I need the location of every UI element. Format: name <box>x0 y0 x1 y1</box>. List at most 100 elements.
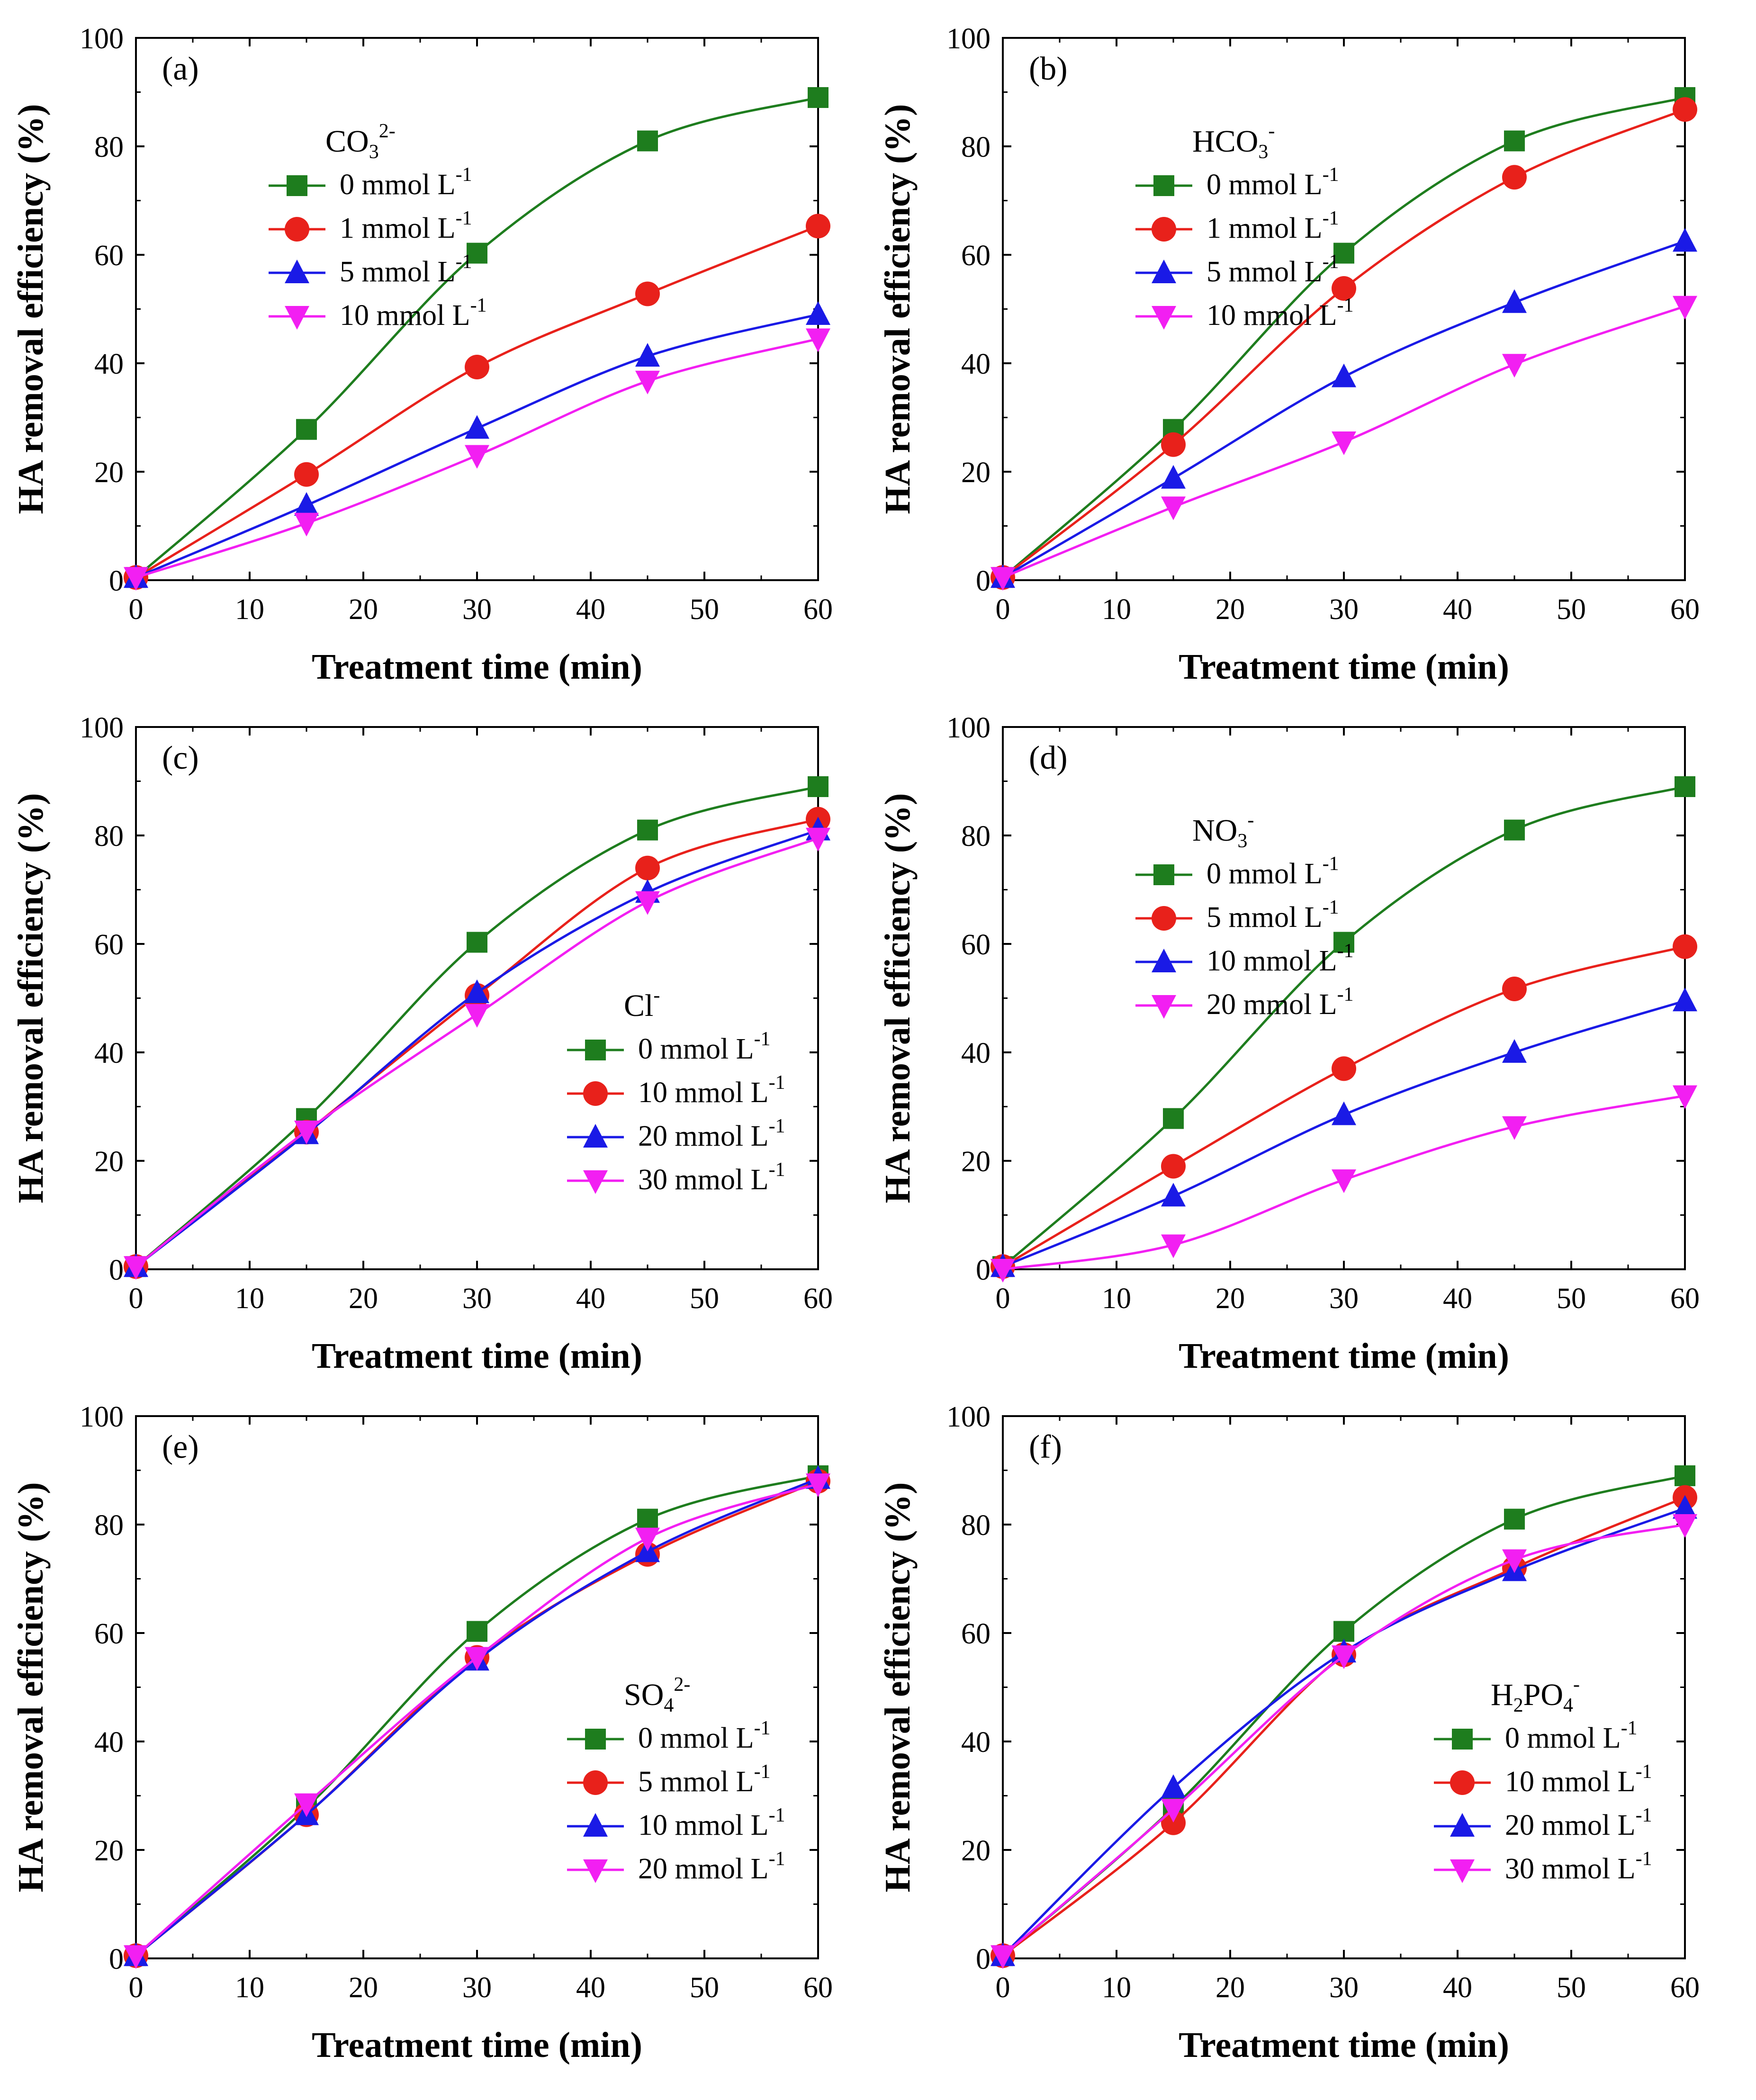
data-point-30 <box>124 1256 148 1280</box>
legend-swatch-marker <box>583 1859 608 1883</box>
panel-label: (f) <box>1029 1429 1062 1465</box>
y-tick-label: 60 <box>961 929 991 961</box>
data-point-1 <box>465 355 489 380</box>
y-tick-value: 40 <box>94 1037 124 1069</box>
legend-unit: mmol L <box>1221 858 1323 890</box>
x-tick-label: 10 <box>235 593 264 626</box>
legend-concentration: 0 <box>1207 858 1221 890</box>
legend-swatch-marker <box>285 260 309 283</box>
legend-swatch-marker <box>583 1770 608 1795</box>
legend-unit-superscript: -1 <box>754 1717 771 1739</box>
y-tick-label: 100 <box>946 1401 991 1433</box>
y-tick-label: 100 <box>80 712 124 744</box>
y-tick-value: 60 <box>961 1618 991 1650</box>
legend-unit-superscript: -1 <box>456 207 472 229</box>
y-tick-label: 0 <box>976 565 991 597</box>
legend-concentration: 10 <box>340 299 369 332</box>
x-axis-title-text: Treatment time (min) <box>312 2025 642 2065</box>
legend-swatch-marker <box>583 1813 608 1837</box>
legend-unit-superscript: -1 <box>1323 207 1339 229</box>
x-tick-label: 20 <box>349 1972 378 2004</box>
legend-concentration: 1 <box>340 212 354 244</box>
panel-label: (b) <box>1029 51 1068 87</box>
x-tick-value: 30 <box>1329 1972 1359 2004</box>
y-tick-label: 20 <box>961 1835 991 1867</box>
x-tick-value: 40 <box>1443 1283 1472 1315</box>
data-point-5 <box>1673 228 1697 252</box>
y-tick-label: 40 <box>94 1037 124 1069</box>
legend-entry: 20 mmol L-1 <box>638 1848 785 1885</box>
y-tick-value: 0 <box>109 565 124 597</box>
legend-unit-superscript: -1 <box>1636 1804 1652 1826</box>
y-tick-label: 0 <box>976 1943 991 1975</box>
series-line-10 <box>1002 999 1685 1268</box>
data-point-10 <box>806 328 830 352</box>
y-tick-value: 60 <box>961 929 991 961</box>
x-tick-label: 60 <box>1670 593 1700 626</box>
legend-entry: 0 mmol L-1 <box>340 164 472 201</box>
legend-unit: mmol L <box>1236 299 1337 332</box>
x-tick-value: 10 <box>235 593 264 626</box>
anion-base: CO <box>325 124 369 159</box>
x-tick-value: 20 <box>1216 593 1245 626</box>
data-point-20 <box>465 979 489 1004</box>
legend-entry: 10 mmol L-1 <box>1207 940 1354 977</box>
x-tick-label: 0 <box>129 1283 144 1315</box>
legend-concentration: 0 <box>340 169 354 201</box>
y-tick-value: 20 <box>961 1146 991 1178</box>
x-tick-value: 10 <box>235 1972 264 2004</box>
x-tick-value: 10 <box>1102 1283 1131 1315</box>
x-tick-label: 0 <box>996 593 1010 626</box>
y-tick-value: 40 <box>94 348 124 380</box>
y-tick-value: 60 <box>94 929 124 961</box>
data-point-10 <box>991 567 1015 591</box>
legend-unit-superscript: -1 <box>1323 897 1339 918</box>
x-tick-value: 40 <box>576 1283 605 1315</box>
data-point-5 <box>465 415 489 439</box>
data-point-10 <box>1161 1183 1186 1207</box>
x-tick-label: 60 <box>803 593 833 626</box>
legend-title: H2PO4- <box>1491 1674 1580 1716</box>
legend-unit: mmol L <box>1520 1722 1621 1754</box>
y-tick-label: 40 <box>961 1037 991 1069</box>
y-tick-value: 20 <box>94 1146 124 1178</box>
panel-label: (a) <box>162 51 199 87</box>
y-tick-label: 60 <box>94 929 124 961</box>
x-tick-value: 50 <box>690 1283 719 1315</box>
anion-base: SO <box>624 1678 664 1712</box>
x-tick-value: 60 <box>1670 1283 1700 1315</box>
x-tick-label: 10 <box>235 1283 264 1315</box>
data-point-10 <box>1673 987 1697 1012</box>
legend-unit: mmol L <box>1534 1766 1636 1798</box>
legend-concentration: 0 <box>638 1722 653 1754</box>
legend-concentration: 20 <box>638 1853 667 1885</box>
x-tick-label: 10 <box>235 1972 264 2004</box>
anion-mid: PO <box>1523 1678 1563 1712</box>
data-point-10 <box>294 512 319 537</box>
data-point-0 <box>1163 1108 1184 1129</box>
x-tick-label: 40 <box>576 1283 605 1315</box>
legend-swatch-marker <box>285 217 309 242</box>
data-point-5 <box>1332 363 1356 387</box>
anion-subscript: 3 <box>369 141 379 163</box>
y-tick-value: 80 <box>94 131 124 163</box>
data-point-0 <box>467 242 487 264</box>
data-point-30 <box>1332 1645 1356 1669</box>
y-tick-label: 100 <box>946 712 991 744</box>
x-tick-label: 20 <box>1216 1283 1245 1315</box>
legend-entry: 1 mmol L-1 <box>1207 207 1339 244</box>
legend-unit-superscript: -1 <box>754 1028 771 1050</box>
legend-unit: mmol L <box>653 1033 754 1065</box>
x-axis-title: Treatment time (min) <box>312 1336 642 1376</box>
x-tick-label: 60 <box>1670 1972 1700 2004</box>
legend: Cl-0 mmol L-110 mmol L-120 mmol L-130 mm… <box>567 985 785 1196</box>
panel-label-text: (e) <box>162 1429 199 1465</box>
y-tick-label: 40 <box>961 1726 991 1759</box>
y-tick-value: 100 <box>80 1401 124 1433</box>
y-tick-label: 60 <box>94 1618 124 1650</box>
x-tick-value: 10 <box>1102 593 1131 626</box>
legend-concentration: 5 <box>1207 256 1221 288</box>
legend-unit: mmol L <box>667 1853 769 1885</box>
legend-unit: mmol L <box>667 1809 769 1841</box>
